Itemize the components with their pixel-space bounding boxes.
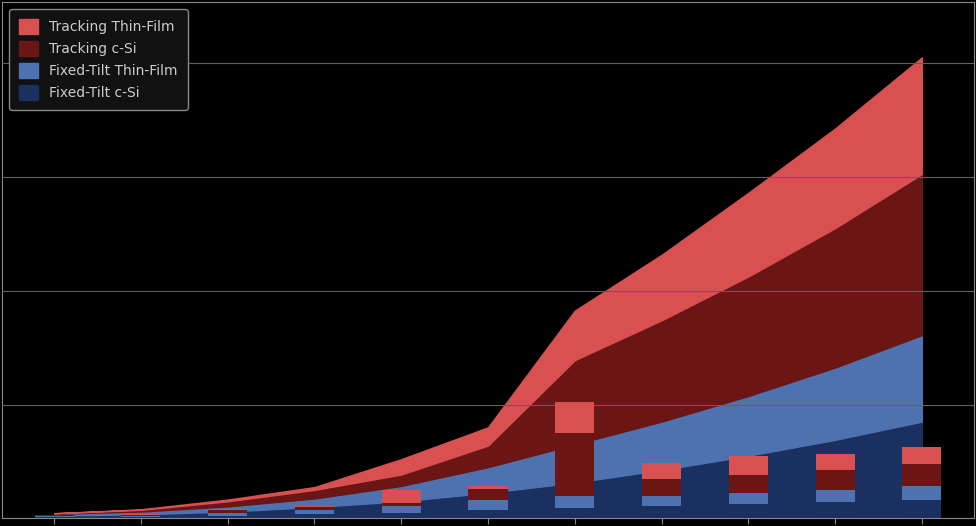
Bar xyxy=(903,447,942,464)
Bar xyxy=(121,514,160,515)
Bar xyxy=(729,474,768,493)
Bar xyxy=(816,470,855,490)
Bar xyxy=(903,464,942,486)
Bar xyxy=(295,506,334,507)
Legend: Tracking Thin-Film, Tracking c-Si, Fixed-Tilt Thin-Film, Fixed-Tilt c-Si: Tracking Thin-Film, Tracking c-Si, Fixed… xyxy=(9,9,187,110)
Bar xyxy=(729,493,768,504)
Bar xyxy=(295,510,334,514)
Bar xyxy=(468,500,508,510)
Bar xyxy=(208,509,247,510)
Bar xyxy=(729,457,768,474)
Bar xyxy=(208,510,247,513)
Bar xyxy=(295,514,334,518)
Bar xyxy=(729,504,768,518)
Bar xyxy=(642,506,681,518)
Bar xyxy=(555,495,594,508)
Bar xyxy=(816,454,855,470)
Bar xyxy=(816,502,855,518)
Bar xyxy=(34,515,73,517)
Bar xyxy=(382,513,421,518)
Bar xyxy=(208,513,247,515)
Bar xyxy=(382,503,421,506)
Bar xyxy=(642,462,681,479)
Bar xyxy=(555,433,594,495)
Bar xyxy=(555,402,594,433)
Bar xyxy=(208,515,247,518)
Bar xyxy=(295,507,334,510)
Bar xyxy=(903,500,942,518)
Bar xyxy=(121,516,160,517)
Bar xyxy=(121,517,160,518)
Bar xyxy=(121,515,160,516)
Bar xyxy=(468,487,508,489)
Bar xyxy=(468,489,508,500)
Bar xyxy=(903,486,942,500)
Bar xyxy=(816,490,855,502)
Bar xyxy=(642,479,681,495)
Bar xyxy=(555,508,594,518)
Bar xyxy=(382,506,421,513)
Bar xyxy=(34,517,73,518)
Bar xyxy=(382,490,421,503)
Bar xyxy=(642,495,681,506)
Bar xyxy=(468,510,508,518)
